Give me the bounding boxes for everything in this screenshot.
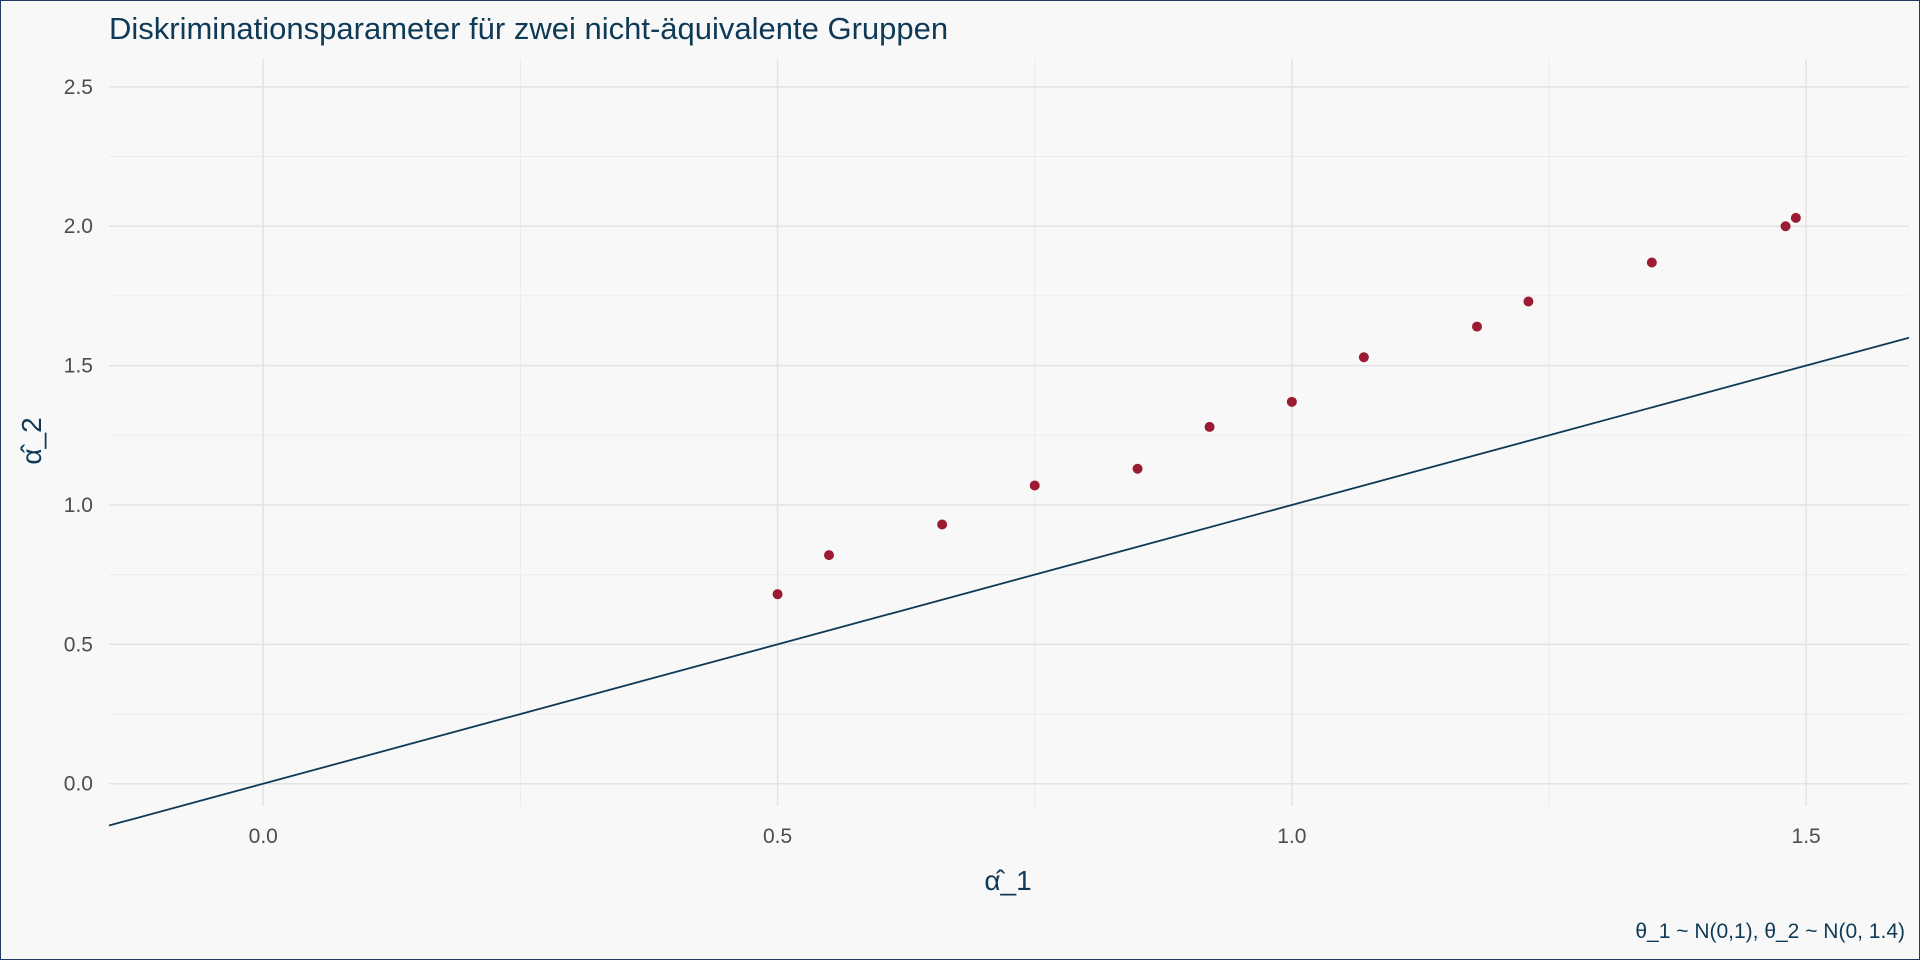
data-point	[1132, 463, 1143, 474]
x-tick-label: 1.5	[1792, 825, 1821, 848]
y-tick-label: 2.0	[64, 215, 93, 238]
data-point	[1646, 257, 1657, 268]
chart-caption: θ_1 ~ N(0,1), θ_2 ~ N(0, 1.4)	[1635, 920, 1905, 943]
reference-line-layer	[108, 336, 1910, 827]
x-tick-label: 0.0	[249, 825, 278, 848]
y-tick-label: 0.5	[64, 633, 93, 656]
y-tick-label: 0.0	[64, 773, 93, 796]
data-point	[772, 589, 783, 600]
data-point	[1286, 396, 1297, 407]
x-tick-label: 0.5	[763, 825, 792, 848]
x-axis-title: α̂_1	[984, 865, 1031, 896]
grid-layer	[109, 59, 1909, 806]
identity-reference-line	[108, 336, 1910, 827]
y-tick-label: 2.5	[64, 76, 93, 99]
y-tick-label: 1.5	[64, 355, 93, 378]
data-point	[937, 519, 948, 530]
tick-label-layer: 0.0 0.5 1.0 1.5 0.0 0.5 1.0 1.5 2.0 2.5	[64, 76, 1821, 848]
y-axis-title: α̂_2	[16, 417, 47, 464]
data-point	[1780, 221, 1791, 232]
data-point	[1029, 480, 1040, 491]
data-point	[824, 550, 834, 561]
x-tick-label: 1.0	[1277, 825, 1306, 848]
data-point	[1204, 421, 1215, 432]
data-point	[1790, 212, 1801, 223]
data-point	[1358, 352, 1369, 363]
data-point	[1523, 296, 1534, 307]
chart-title: Diskriminationsparameter für zwei nicht-…	[109, 11, 948, 46]
y-tick-label: 1.0	[64, 494, 93, 517]
data-point	[1472, 321, 1482, 332]
points-layer	[772, 212, 1801, 600]
